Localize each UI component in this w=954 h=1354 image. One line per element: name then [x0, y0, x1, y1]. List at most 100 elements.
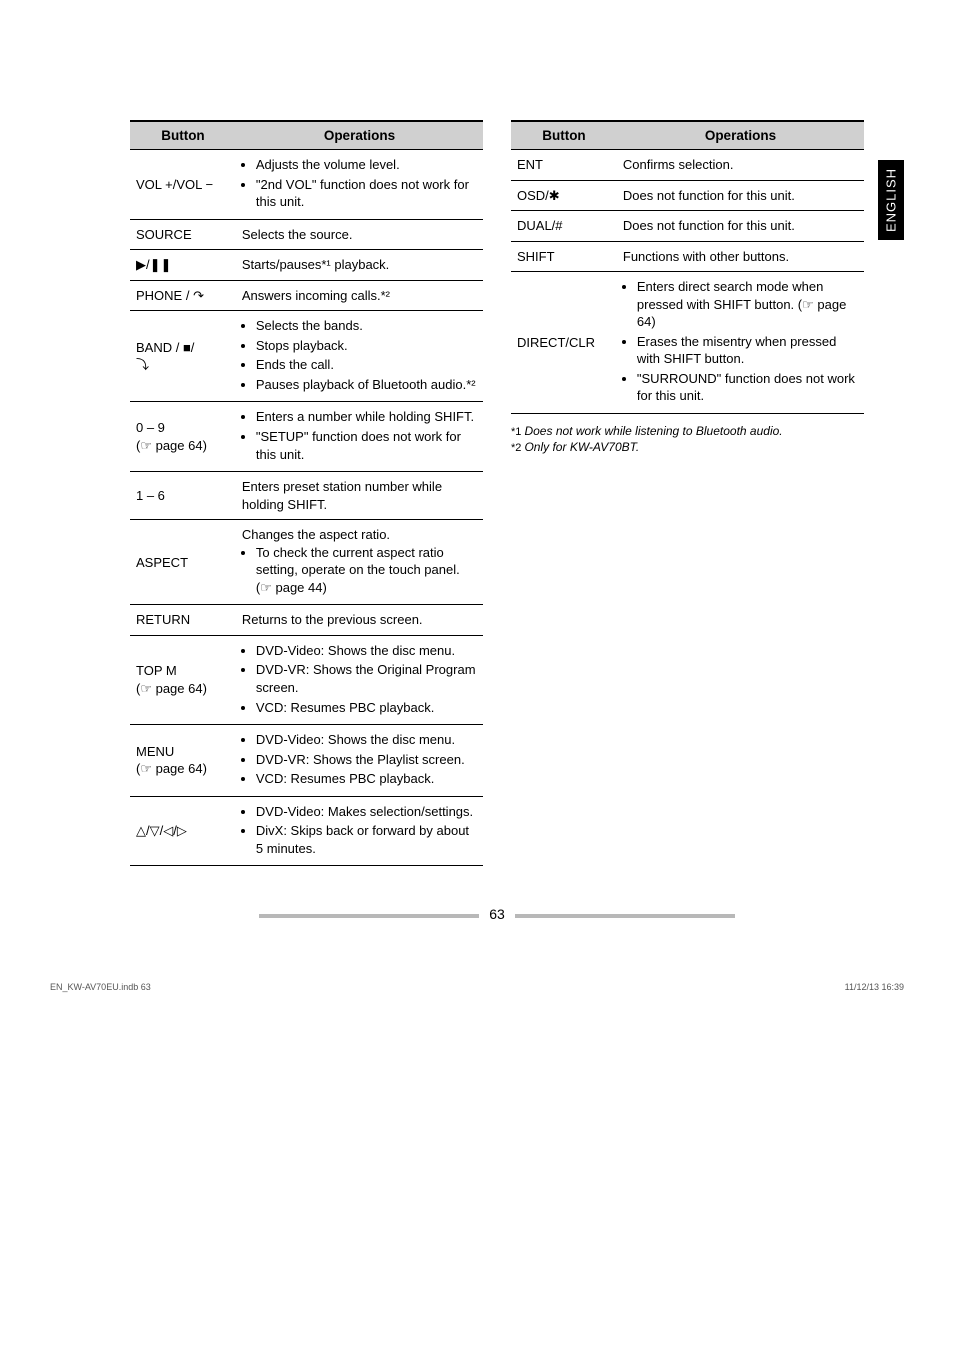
- operation-list: Adjusts the volume level. "2nd VOL" funct…: [242, 156, 477, 211]
- footer-right: 11/12/13 16:39: [845, 982, 904, 992]
- button-cell: SHIFT: [511, 241, 617, 272]
- page-bar-left: [259, 914, 479, 918]
- operation-item: "SURROUND" function does not work for th…: [637, 370, 858, 405]
- operation-item: "SETUP" function does not work for this …: [256, 428, 477, 463]
- operation-text: Confirms selection.: [623, 156, 858, 174]
- operation-list: DVD-Video: Makes selection/settings.DivX…: [242, 803, 477, 858]
- operation-item: VCD: Resumes PBC playback.: [256, 770, 477, 788]
- operation-item: Erases the misentry when pressed with SH…: [637, 333, 858, 368]
- button-cell: PHONE / ↷: [130, 280, 236, 311]
- footnotes-block: *1 Does not work while listening to Blue…: [511, 424, 864, 454]
- col-header-button: Button: [511, 121, 617, 150]
- operation-text: Starts/pauses*¹ playback.: [242, 256, 477, 274]
- button-cell: DUAL/#: [511, 211, 617, 242]
- operation-text: Does not function for this unit.: [623, 187, 858, 205]
- print-footer: EN_KW-AV70EU.indb 63 11/12/13 16:39: [0, 982, 954, 1012]
- table-row: 0 – 9(☞ page 64)Enters a number while ho…: [130, 402, 483, 472]
- operation-text: Functions with other buttons.: [623, 248, 858, 266]
- left-column: Button Operations VOL +/VOL −Adjusts the…: [130, 120, 483, 866]
- button-cell: TOP M(☞ page 64): [130, 635, 236, 724]
- button-cell: OSD/✱: [511, 180, 617, 211]
- operation-text: Returns to the previous screen.: [242, 611, 477, 629]
- button-cell: MENU(☞ page 64): [130, 725, 236, 797]
- operation-item: Enters direct search mode when pressed w…: [637, 278, 858, 331]
- operations-cell: Adjusts the volume level. "2nd VOL" funct…: [236, 150, 483, 220]
- operation-text: Selects the source.: [242, 226, 477, 244]
- table-row: VOL +/VOL − Adjusts the volume level. "2nd…: [130, 150, 483, 220]
- button-cell: VOL +/VOL −: [130, 150, 236, 220]
- button-cell: △/▽/◁/▷: [130, 796, 236, 866]
- operations-cell: Enters preset station number while holdi…: [236, 472, 483, 520]
- operations-cell: Does not function for this unit.: [617, 211, 864, 242]
- operation-list: DVD-Video: Shows the disc menu. DVD-VR: S…: [242, 731, 477, 788]
- table-row: SHIFT Functions with other buttons.: [511, 241, 864, 272]
- col-header-button: Button: [130, 121, 236, 150]
- table-row: PHONE / ↷ Answers incoming calls.*²: [130, 280, 483, 311]
- table-row: OSD/✱ Does not function for this unit.: [511, 180, 864, 211]
- operation-item: To check the current aspect ratio settin…: [256, 544, 477, 597]
- table-row: DIRECT/CLR Enters direct search mode when…: [511, 272, 864, 414]
- operation-item: Adjusts the volume level.: [256, 156, 477, 174]
- content-columns: Button Operations VOL +/VOL −Adjusts the…: [130, 120, 864, 866]
- button-cell: BAND / ■/⤵: [130, 311, 236, 402]
- footnote: *2 Only for KW-AV70BT.: [511, 440, 864, 454]
- operation-item: DVD-Video: Makes selection/settings.: [256, 803, 477, 821]
- operation-text: Enters preset station number while holdi…: [242, 478, 477, 513]
- operations-cell: DVD-Video: Makes selection/settings.DivX…: [236, 796, 483, 866]
- button-cell: 0 – 9(☞ page 64): [130, 402, 236, 472]
- table-row: BAND / ■/⤵Selects the bands.Stops playba…: [130, 311, 483, 402]
- operation-item: Pauses playback of Bluetooth audio.*²: [256, 376, 477, 394]
- button-cell: ASPECT: [130, 520, 236, 605]
- button-cell: ▶/❚❚: [130, 250, 236, 281]
- table-row: RETURN Returns to the previous screen.: [130, 605, 483, 636]
- operation-list: Enters a number while holding SHIFT."SET…: [242, 408, 477, 463]
- operations-cell: Answers incoming calls.*²: [236, 280, 483, 311]
- operations-cell: Selects the source.: [236, 219, 483, 250]
- table-row: DUAL/# Does not function for this unit.: [511, 211, 864, 242]
- operation-text: Does not function for this unit.: [623, 217, 858, 235]
- button-cell: ENT: [511, 150, 617, 181]
- language-tab: ENGLISH: [878, 160, 904, 240]
- footer-left: EN_KW-AV70EU.indb 63: [50, 982, 151, 992]
- operation-item: DVD-VR: Shows the Original Program scree…: [256, 661, 477, 696]
- operation-item: Selects the bands.: [256, 317, 477, 335]
- operations-cell: DVD-Video: Shows the disc menu.DVD-VR: S…: [236, 635, 483, 724]
- operation-list: Enters direct search mode when pressed w…: [623, 278, 858, 405]
- right-button-table: Button Operations ENTConfirms selection.…: [511, 120, 864, 414]
- button-cell: RETURN: [130, 605, 236, 636]
- operations-cell: Changes the aspect ratio.To check the cu…: [236, 520, 483, 605]
- footnote: *1 Does not work while listening to Blue…: [511, 424, 864, 438]
- operations-cell: Starts/pauses*¹ playback.: [236, 250, 483, 281]
- operation-list: Selects the bands.Stops playback.Ends th…: [242, 317, 477, 393]
- button-cell: DIRECT/CLR: [511, 272, 617, 414]
- page-bar-right: [515, 914, 735, 918]
- table-row: 1 – 6Enters preset station number while …: [130, 472, 483, 520]
- button-cell: SOURCE: [130, 219, 236, 250]
- operations-cell: DVD-Video: Shows the disc menu. DVD-VR: S…: [236, 725, 483, 797]
- table-row: △/▽/◁/▷DVD-Video: Makes selection/settin…: [130, 796, 483, 866]
- operations-cell: Does not function for this unit.: [617, 180, 864, 211]
- table-row: TOP M(☞ page 64)DVD-Video: Shows the dis…: [130, 635, 483, 724]
- operation-item: DVD-Video: Shows the disc menu.: [256, 642, 477, 660]
- left-button-table: Button Operations VOL +/VOL −Adjusts the…: [130, 120, 483, 866]
- col-header-operations: Operations: [236, 121, 483, 150]
- operation-item: DVD-Video: Shows the disc menu.: [256, 731, 477, 749]
- operation-item: VCD: Resumes PBC playback.: [256, 699, 477, 717]
- page-number-bar: 63: [130, 906, 864, 922]
- operation-item: DivX: Skips back or forward by about 5 m…: [256, 822, 477, 857]
- operations-cell: Functions with other buttons.: [617, 241, 864, 272]
- operation-item: "2nd VOL" function does not work for thi…: [256, 176, 477, 211]
- table-row: SOURCE Selects the source.: [130, 219, 483, 250]
- operation-lead: Changes the aspect ratio.: [242, 526, 477, 544]
- operation-item: Ends the call.: [256, 356, 477, 374]
- operations-cell: Enters direct search mode when pressed w…: [617, 272, 864, 414]
- operation-item: DVD-VR: Shows the Playlist screen.: [256, 751, 477, 769]
- operations-cell: Confirms selection.: [617, 150, 864, 181]
- table-row: ▶/❚❚ Starts/pauses*¹ playback.: [130, 250, 483, 281]
- operation-list: DVD-Video: Shows the disc menu.DVD-VR: S…: [242, 642, 477, 716]
- right-column: Button Operations ENTConfirms selection.…: [511, 120, 864, 456]
- table-row: ASPECTChanges the aspect ratio.To check …: [130, 520, 483, 605]
- operation-text: Answers incoming calls.*²: [242, 287, 477, 305]
- table-row: ENT Confirms selection.: [511, 150, 864, 181]
- button-cell: 1 – 6: [130, 472, 236, 520]
